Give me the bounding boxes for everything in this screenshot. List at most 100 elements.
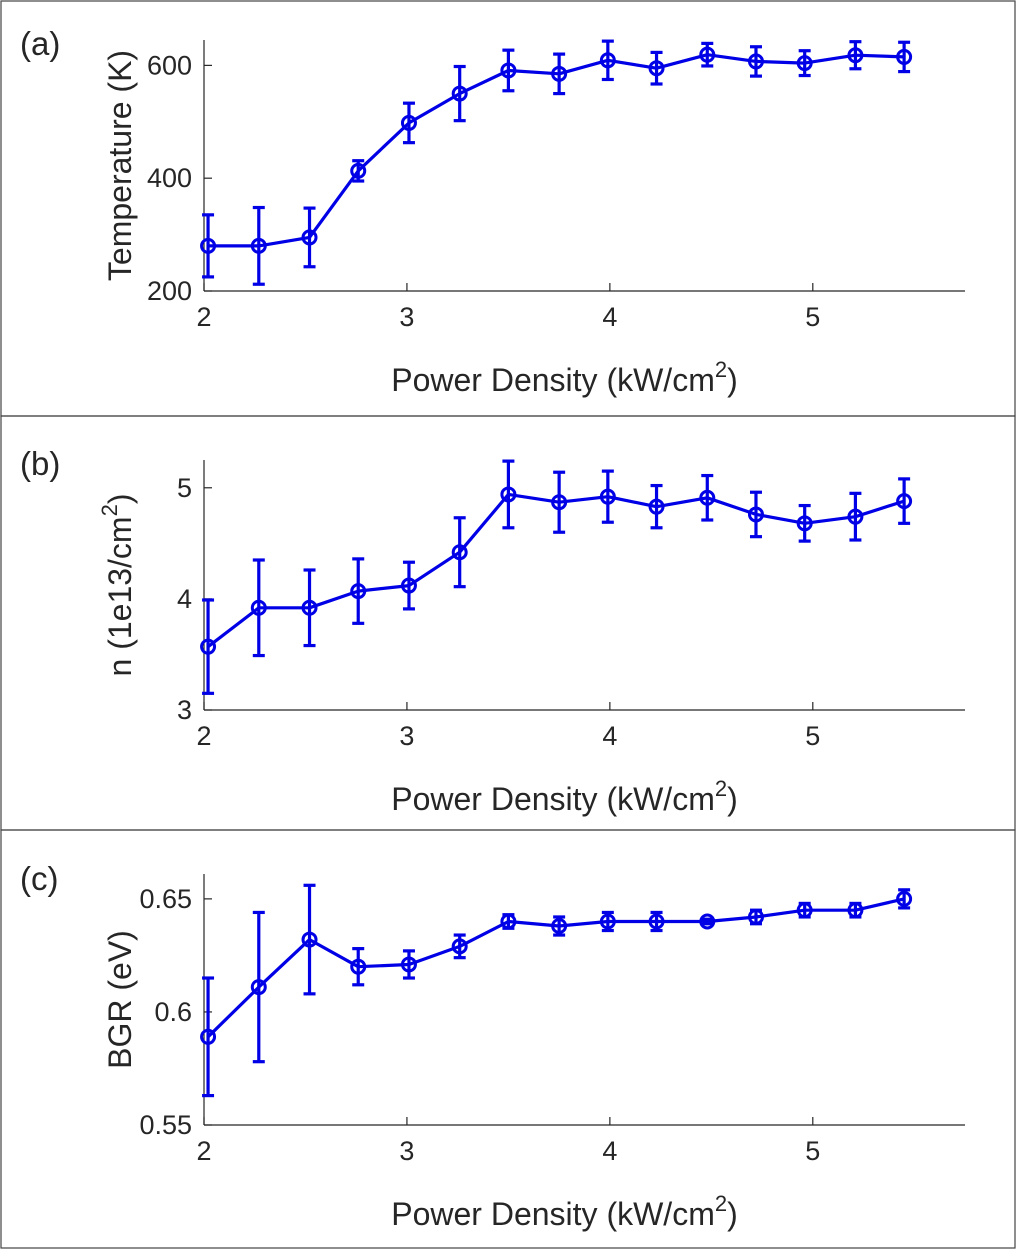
data-point [896, 493, 913, 510]
data-point [350, 958, 367, 975]
y-axis-label: n (1e13/cm2) [97, 494, 138, 677]
x-tick-label: 5 [805, 1136, 820, 1166]
data-point [896, 48, 913, 65]
data-point [250, 599, 267, 616]
x-tick-label: 5 [805, 721, 820, 751]
y-tick-label: 4 [177, 584, 192, 614]
error-bar [252, 205, 265, 286]
x-tick-label: 2 [196, 1136, 211, 1166]
y-tick-label: 600 [147, 50, 192, 80]
panel-label: (b) [20, 445, 60, 482]
data-point [599, 52, 616, 69]
error-bar [352, 947, 365, 987]
data-point [250, 237, 267, 254]
data-point [551, 65, 568, 82]
data-point [847, 47, 864, 64]
data-point [500, 62, 517, 79]
data-point [451, 938, 468, 955]
y-axis-label-text: BGR (eV) [102, 930, 138, 1069]
data-point [699, 489, 716, 506]
error-bar [502, 48, 515, 93]
x-axis-label-close: ) [727, 1196, 738, 1232]
y-axis-label-close: ) [102, 494, 138, 505]
x-tick-label: 4 [602, 302, 617, 332]
data-point [200, 1028, 217, 1045]
error-bar [202, 976, 215, 1098]
data-point [847, 902, 864, 919]
data-point [200, 237, 217, 254]
error-bar [352, 557, 365, 625]
data-point [599, 913, 616, 930]
y-tick-label: 5 [177, 473, 192, 503]
panel-label: (c) [20, 860, 58, 897]
error-bar [849, 40, 862, 71]
x-axis-label-close: ) [727, 362, 738, 398]
data-point [796, 902, 813, 919]
y-tick-label: 3 [177, 695, 192, 725]
x-tick-label: 3 [399, 1136, 414, 1166]
error-bar [202, 598, 215, 695]
error-bar [402, 560, 415, 611]
data-point [747, 53, 764, 70]
error-bar [701, 473, 714, 522]
data-point [400, 114, 417, 131]
error-bar [701, 917, 714, 926]
data-point [400, 577, 417, 594]
error-bar [303, 883, 316, 996]
data-point [648, 60, 665, 77]
data-point [747, 908, 764, 925]
data-point [796, 515, 813, 532]
panel-c: 2 3 4 50.550.60.65(c)Power Density (kW/cm2)… [0, 829, 1016, 1249]
error-bar [252, 910, 265, 1064]
data-point [200, 638, 217, 655]
y-tick-label: 200 [147, 276, 192, 306]
error-bar [749, 490, 762, 539]
y-axis-label-superscript: 2 [97, 504, 122, 516]
error-bar [402, 949, 415, 980]
data-point [648, 498, 665, 515]
y-axis-label: BGR (eV) [102, 930, 138, 1069]
error-bar [650, 50, 663, 86]
x-tick-label: 3 [399, 721, 414, 751]
x-tick-label: 4 [602, 721, 617, 751]
x-tick-label: 4 [602, 1136, 617, 1166]
error-bar [553, 470, 566, 534]
x-axis-label-superscript: 2 [715, 1191, 727, 1216]
x-axis-label-superscript: 2 [715, 776, 727, 801]
data-point [699, 913, 716, 930]
x-axis-label: Power Density (kW/cm2) [391, 357, 738, 398]
data-point [400, 956, 417, 973]
error-bar [601, 39, 614, 82]
error-bar [453, 64, 466, 123]
x-axis-label: Power Density (kW/cm2) [391, 776, 738, 817]
data-point [451, 85, 468, 102]
y-tick-label: 0.6 [154, 997, 192, 1027]
error-bar [898, 477, 911, 525]
error-bar [303, 206, 316, 269]
data-point [301, 599, 318, 616]
error-bar [502, 459, 515, 530]
error-bar [898, 40, 911, 74]
data-point [451, 544, 468, 561]
data-point [250, 979, 267, 996]
data-point [847, 508, 864, 525]
error-bar [601, 469, 614, 524]
x-tick-label: 2 [196, 721, 211, 751]
error-bar [798, 503, 811, 543]
error-bar [798, 49, 811, 78]
data-point [301, 931, 318, 948]
error-bar [849, 491, 862, 542]
error-bar [553, 52, 566, 96]
error-bar [402, 101, 415, 145]
y-axis-label-text: n (1e13/cm [102, 516, 138, 676]
y-tick-label: 0.55 [139, 1110, 192, 1140]
y-tick-label: 0.65 [139, 884, 192, 914]
data-point [350, 583, 367, 600]
y-tick-label: 400 [147, 163, 192, 193]
error-bar [650, 483, 663, 530]
data-point [699, 46, 716, 63]
